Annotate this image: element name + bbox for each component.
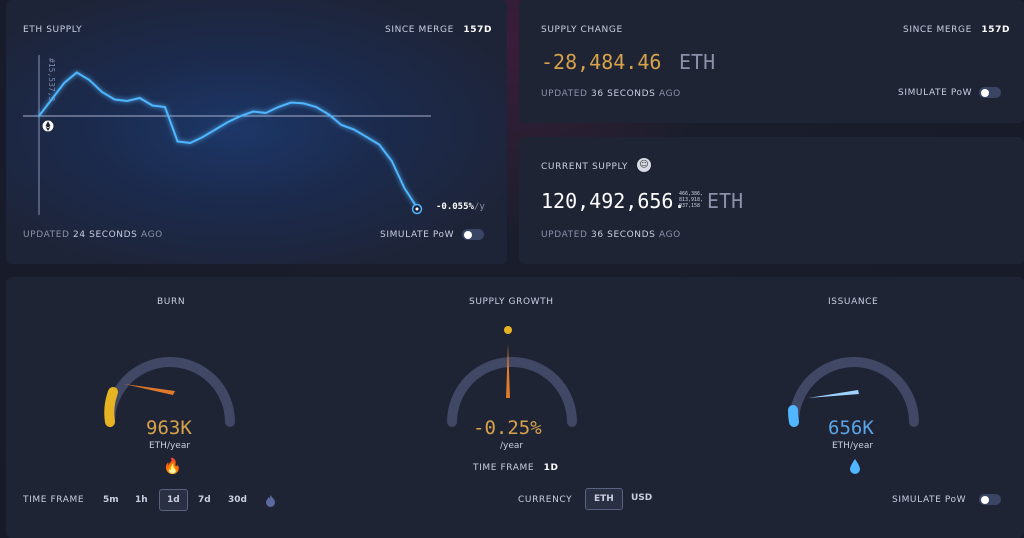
- time-frame-5m[interactable]: 5m: [103, 495, 119, 505]
- end-rate-unit: /y: [473, 202, 485, 212]
- updated-suffix: AGO: [658, 89, 681, 99]
- time-frame-30d[interactable]: 30d: [228, 495, 247, 505]
- droplet-icon: [850, 459, 860, 474]
- current-supply-value: 120,492,656.: [541, 189, 686, 213]
- currency-label: CURRENCY: [518, 495, 573, 505]
- time-frame-label: TIME FRAME: [23, 495, 85, 505]
- updated-prefix: UPDATED: [541, 89, 588, 99]
- face-icon: ☺: [637, 158, 651, 172]
- updated-prefix: UPDATED: [541, 230, 588, 240]
- simulate-pow-toggle[interactable]: [979, 494, 1001, 505]
- time-frame-7d[interactable]: 7d: [198, 495, 211, 505]
- burn-value: 963K: [146, 417, 192, 439]
- decimals-line: 466,386,: [679, 191, 704, 197]
- current-supply-title: CURRENT SUPPLY: [541, 162, 629, 172]
- eth-supply-updated: UPDATED 24 SECONDS AGO: [23, 230, 163, 240]
- supply-growth-title: SUPPLY GROWTH: [469, 297, 554, 307]
- supply-growth-gauge: [447, 326, 577, 427]
- since-merge-label: SINCE MERGE 157d: [903, 25, 1010, 35]
- updated-value: 24 SECONDS: [73, 230, 138, 240]
- since-merge-text: SINCE MERGE: [903, 25, 972, 35]
- supply-change-title: SUPPLY CHANGE: [541, 25, 623, 35]
- currency-usd[interactable]: USD: [631, 493, 653, 503]
- burn-unit: ETH/year: [149, 441, 191, 451]
- current-supply-updated: UPDATED 36 SECONDS AGO: [541, 230, 681, 240]
- merge-flame-icon[interactable]: [265, 494, 276, 507]
- since-merge-label: SINCE MERGE 157d: [385, 25, 492, 35]
- updated-value: 36 SECONDS: [591, 89, 656, 99]
- updated-prefix: UPDATED: [23, 230, 70, 240]
- updated-suffix: AGO: [140, 230, 163, 240]
- eth-supply-card: ETH SUPPLY SINCE MERGE 157d #15,537,3 -0…: [6, 0, 507, 264]
- current-supply-unit: ETH: [707, 189, 744, 213]
- current-supply-decimals: 466,386, 813,918, 037,158: [679, 191, 703, 209]
- since-merge-value: 157d: [463, 25, 493, 35]
- since-merge-value: 157d: [981, 25, 1011, 35]
- supply-growth-unit: /year: [500, 441, 524, 451]
- burn-gauge: [104, 357, 235, 427]
- gauges-card: BURN 963K ETH/year 🔥 SUPPLY GROWTH -0.25…: [6, 277, 1024, 538]
- issuance-value: 656K: [828, 417, 874, 439]
- eth-supply-title: ETH SUPPLY: [23, 25, 83, 35]
- simulate-pow-label: SIMULATE PoW: [380, 230, 455, 240]
- end-rate-label: -0.055%/y: [436, 202, 485, 212]
- issuance-unit: ETH/year: [832, 441, 874, 451]
- simulate-pow-label: SIMULATE PoW: [892, 495, 967, 505]
- growth-time-frame: TIME FRAME 1d: [473, 463, 559, 473]
- fire-icon: 🔥: [163, 457, 182, 475]
- decimals-line: 037,158: [679, 203, 701, 209]
- updated-suffix: AGO: [658, 230, 681, 240]
- updated-value: 36 SECONDS: [591, 230, 656, 240]
- chart-start-label: #15,537,3: [47, 58, 56, 102]
- current-supply-card: CURRENT SUPPLY ☺ 120,492,656. 466,386, 8…: [519, 137, 1024, 264]
- time-frame-1d[interactable]: 1d: [159, 489, 188, 511]
- supply-line-chart: #15,537,3: [23, 55, 431, 215]
- burn-title: BURN: [157, 297, 186, 307]
- supply-series-line: [38, 71, 418, 209]
- issuance-title: ISSUANCE: [828, 297, 879, 307]
- growth-time-frame-label: TIME FRAME: [473, 463, 535, 473]
- growth-time-frame-value: 1d: [543, 463, 559, 473]
- supply-change-unit: ETH: [679, 50, 716, 74]
- since-merge-text: SINCE MERGE: [385, 25, 454, 35]
- end-rate-value: -0.055%: [436, 202, 474, 212]
- supply-change-value: -28,484.46: [541, 50, 662, 74]
- simulate-pow-label: SIMULATE PoW: [898, 88, 973, 98]
- decimals-line: 813,918,: [679, 197, 704, 203]
- supply-growth-value: -0.25%: [473, 417, 542, 439]
- simulate-pow-toggle[interactable]: [979, 87, 1001, 98]
- currency-eth[interactable]: ETH: [585, 488, 623, 510]
- supply-change-card: SUPPLY CHANGE SINCE MERGE 157d -28,484.4…: [519, 0, 1024, 123]
- simulate-pow-toggle[interactable]: [462, 229, 484, 240]
- issuance-gauge: [787, 357, 919, 427]
- time-frame-1h[interactable]: 1h: [135, 495, 148, 505]
- supply-change-updated: UPDATED 36 SECONDS AGO: [541, 89, 681, 99]
